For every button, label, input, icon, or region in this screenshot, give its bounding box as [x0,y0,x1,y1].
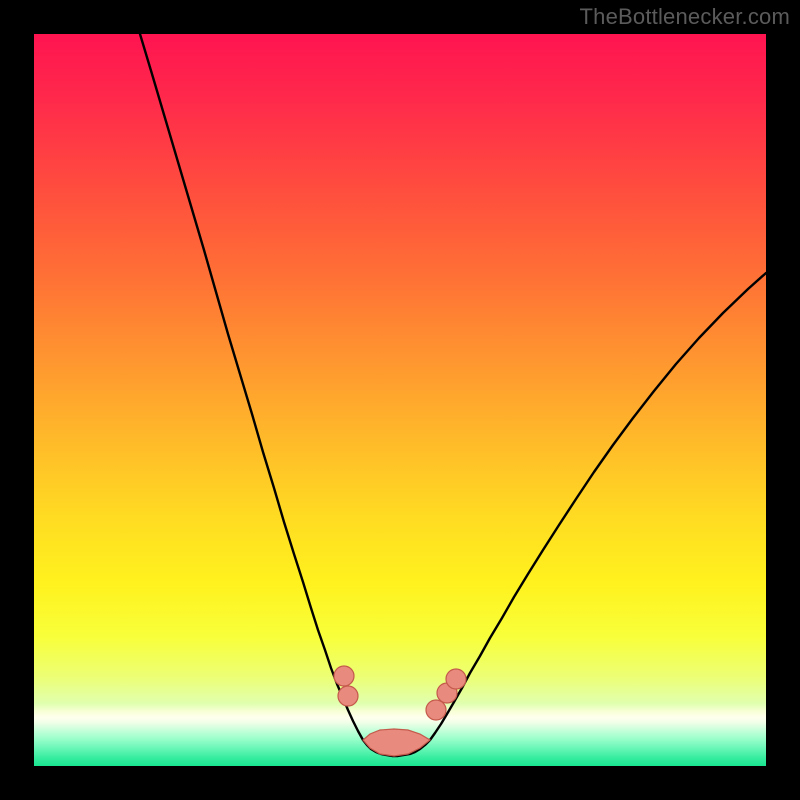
valley-lozenge [363,729,430,756]
curve-marker [446,669,466,689]
curve-marker [334,666,354,686]
curve-markers [334,666,466,720]
figure-canvas: TheBottlenecker.com [0,0,800,800]
curve-marker [426,700,446,720]
watermark-text: TheBottlenecker.com [580,4,790,30]
plot-area [34,34,766,766]
curve-overlay [34,34,766,766]
curve-marker [338,686,358,706]
bottleneck-curve [140,34,766,756]
